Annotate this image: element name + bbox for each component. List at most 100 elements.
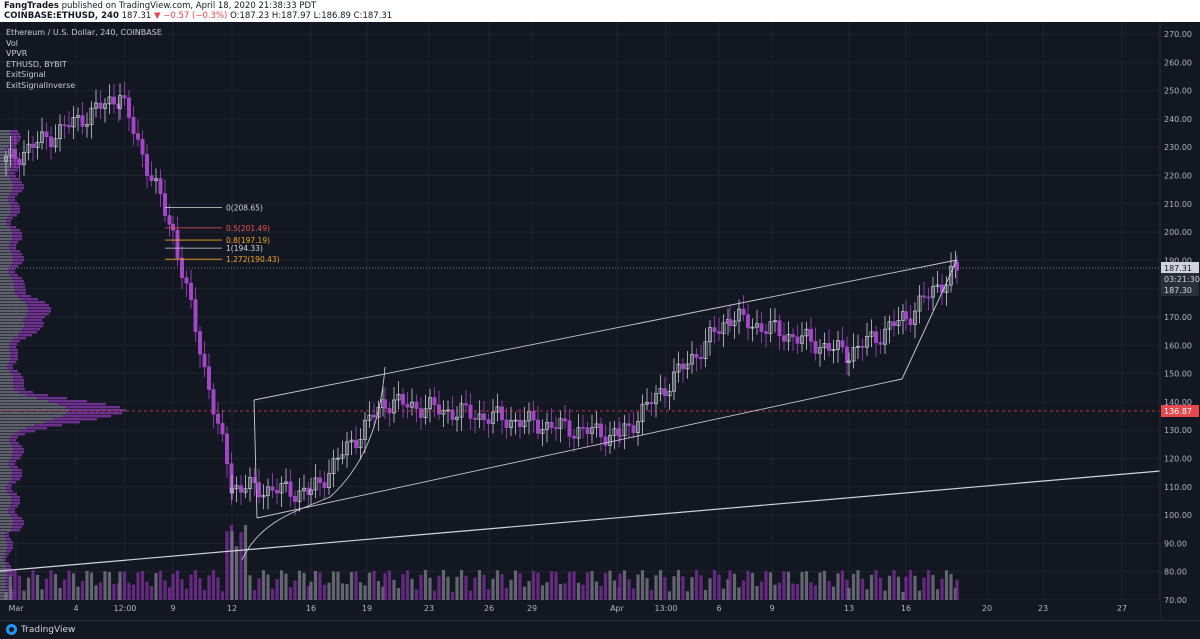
vpvr-bar-up — [0, 508, 8, 511]
volume-bar — [67, 570, 71, 600]
candle-body — [681, 363, 685, 370]
candle-body — [234, 485, 239, 490]
vpvr-bar-down — [6, 586, 11, 589]
candle-body — [504, 419, 509, 428]
tradingview-logo[interactable]: TradingView — [6, 624, 75, 635]
candle-body — [567, 420, 572, 437]
volume-bar — [728, 570, 732, 600]
curve-line[interactable] — [241, 366, 386, 561]
vpvr-bar-up — [0, 235, 12, 238]
volume-bar — [935, 589, 940, 600]
vpvr-bar-down — [34, 424, 62, 427]
volume-bar — [383, 573, 387, 600]
volume-bar — [163, 580, 167, 600]
vpvr-bar-down — [11, 178, 20, 181]
vpvr-bar-down — [5, 532, 9, 535]
vpvr-bar-up — [0, 319, 23, 322]
volume-bar — [318, 572, 322, 600]
candle-body — [248, 477, 252, 490]
vpvr-bar-down — [25, 301, 45, 304]
vpvr-bar-up — [0, 268, 8, 271]
volume-bar — [913, 575, 917, 600]
time-tick-label: 12 — [227, 604, 237, 613]
volume-bar — [645, 578, 649, 600]
publisher-name[interactable]: FangTrades — [4, 1, 59, 11]
vpvr-bar-up — [0, 199, 8, 202]
vpvr-bar-up — [0, 556, 4, 559]
candle-body — [376, 407, 381, 418]
candle-body — [306, 487, 311, 495]
legend-exitsignal[interactable]: ExitSignal — [6, 70, 46, 79]
volume-bar — [612, 580, 617, 600]
fib-level-label: 1.272(190.43) — [226, 255, 280, 264]
time-axis[interactable]: Mar 4 12:00 9 12 16 19 23 26 29 Apr 13:00 6 9 13 16 20 23… — [0, 600, 1160, 620]
candle-body — [554, 427, 558, 430]
tradingview-brand: TradingView — [21, 624, 76, 635]
vpvr-bar-down — [9, 343, 17, 346]
vpvr-bar-down — [11, 211, 20, 214]
vpvr-bar-up — [0, 133, 11, 136]
volume-bar — [883, 590, 887, 600]
candle-body — [345, 441, 349, 456]
candle-body — [813, 341, 818, 354]
vpvr-bar-up — [0, 298, 21, 301]
candle-body — [590, 427, 594, 434]
vpvr-bar-down — [28, 307, 51, 310]
vpvr-bar-down — [14, 292, 26, 295]
price-chart[interactable]: 0(208.65) 0.5(201.49) 0.8(197.19)1(194.33)… — [0, 22, 1200, 620]
candle-body — [721, 322, 726, 334]
ohlc-close: C:187.31 — [353, 11, 393, 21]
volume-bar — [8, 576, 13, 600]
drawings[interactable] — [0, 259, 1161, 572]
legend-exitsignal-inverse[interactable]: ExitSignalInverse — [6, 80, 76, 90]
vpvr-bar-down — [6, 550, 11, 553]
volume-bar — [225, 531, 229, 600]
candle-body — [608, 434, 612, 446]
vpvr-bar-up — [0, 499, 11, 502]
vpvr-bar-down — [10, 466, 18, 469]
candle-body — [809, 328, 813, 342]
vpvr-bar-down — [27, 313, 49, 316]
vpvr-bar-up — [0, 586, 6, 589]
candle-body — [759, 323, 764, 332]
volume-bar — [527, 580, 531, 600]
fib-retracement[interactable]: 0(208.65) 0.5(201.49) 0.8(197.19)1(194.33)… — [165, 204, 280, 265]
vpvr-bar-down — [20, 331, 37, 334]
volume-bar — [786, 571, 791, 600]
candle-body — [603, 436, 608, 446]
legend-main-series[interactable]: Ethereum / U.S. Dollar, 240, COINBASE — [6, 28, 162, 37]
vpvr-bar-up — [0, 181, 12, 184]
volume-bar — [71, 573, 76, 600]
vpvr-bar-up — [0, 280, 13, 283]
legend-vpvr[interactable]: VPVR — [6, 49, 28, 58]
price-axis[interactable]: 270.00 260.00 250.00 240.00 230.00 220.00 210.… — [1159, 22, 1200, 620]
legend-volume[interactable]: Vol — [6, 38, 18, 48]
vpvr-bar-down — [9, 361, 16, 364]
vpvr-bar-down — [5, 583, 9, 586]
vpvr-bar-up — [0, 187, 13, 190]
vpvr-bar-down — [61, 415, 111, 418]
bar-countdown-tag: 03:21:30 — [1164, 275, 1200, 284]
volume-bar — [243, 525, 248, 600]
candle-body — [189, 282, 193, 300]
volume-bar — [58, 587, 62, 600]
vpvr-bar-up — [0, 178, 11, 181]
candle-body — [80, 115, 85, 127]
vpvr-bar-down — [48, 400, 87, 403]
volume-bar — [721, 588, 726, 600]
legend-ethusd-bybit[interactable]: ETHUSD, BYBIT — [6, 59, 67, 69]
volume-bar — [340, 583, 345, 600]
long-trend-line[interactable] — [0, 470, 1161, 572]
volume-bar — [931, 574, 935, 600]
vpvr-bar-down — [12, 277, 22, 280]
vpvr-bar-down — [66, 406, 120, 409]
vpvr-bar-down — [19, 430, 35, 433]
volume-bar — [504, 587, 509, 600]
candle-body — [773, 320, 777, 323]
vpvr-bar-down — [7, 484, 12, 487]
vpvr-bar-down — [7, 364, 13, 367]
channel-lower-line[interactable] — [256, 378, 903, 519]
volume-bar — [158, 570, 163, 600]
channel-upper-line[interactable] — [253, 259, 958, 401]
vpvr-bar-down — [12, 373, 21, 376]
